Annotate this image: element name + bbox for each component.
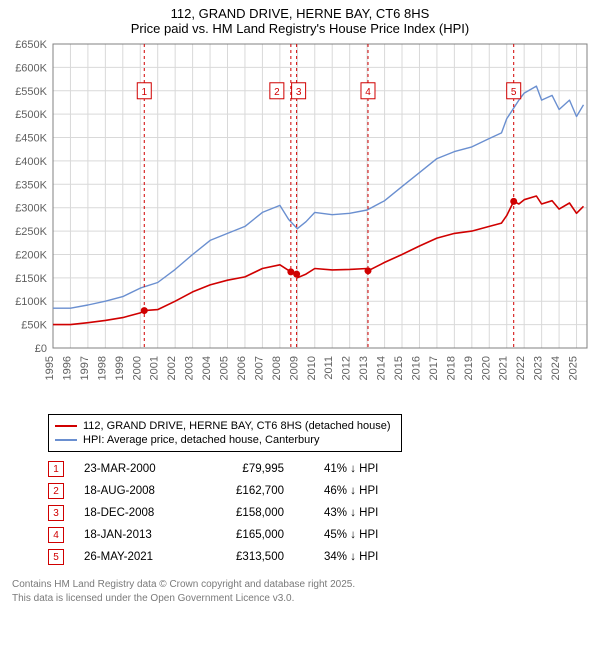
- svg-text:2007: 2007: [253, 356, 265, 380]
- table-row: 2 18-AUG-2008 £162,700 46% ↓ HPI: [48, 480, 590, 502]
- table-row: 3 18-DEC-2008 £158,000 43% ↓ HPI: [48, 502, 590, 524]
- legend-label-hpi: HPI: Average price, detached house, Cant…: [83, 434, 319, 446]
- svg-text:£0: £0: [35, 343, 47, 355]
- sale-price: £162,700: [204, 485, 284, 497]
- svg-text:£400K: £400K: [15, 156, 47, 168]
- legend-label-price: 112, GRAND DRIVE, HERNE BAY, CT6 8HS (de…: [83, 420, 391, 432]
- legend-row-hpi: HPI: Average price, detached house, Cant…: [55, 433, 395, 447]
- svg-text:2019: 2019: [463, 356, 475, 380]
- svg-text:2018: 2018: [445, 356, 457, 380]
- title-block: 112, GRAND DRIVE, HERNE BAY, CT6 8HS Pri…: [0, 0, 600, 38]
- chart-container: 112, GRAND DRIVE, HERNE BAY, CT6 8HS Pri…: [0, 0, 600, 613]
- svg-text:2: 2: [274, 87, 280, 98]
- svg-text:2023: 2023: [533, 356, 545, 380]
- sale-date: 18-AUG-2008: [84, 485, 184, 497]
- svg-text:2000: 2000: [131, 356, 143, 380]
- svg-text:2013: 2013: [358, 356, 370, 380]
- svg-text:2006: 2006: [236, 356, 248, 380]
- legend-row-price: 112, GRAND DRIVE, HERNE BAY, CT6 8HS (de…: [55, 419, 395, 433]
- svg-text:1999: 1999: [114, 356, 126, 380]
- svg-text:£300K: £300K: [15, 203, 47, 215]
- svg-text:4: 4: [365, 87, 371, 98]
- sale-marker-1: 1: [48, 461, 64, 477]
- sales-table: 1 23-MAR-2000 £79,995 41% ↓ HPI 2 18-AUG…: [48, 458, 590, 568]
- svg-text:£450K: £450K: [15, 133, 47, 145]
- svg-text:2024: 2024: [550, 356, 562, 380]
- table-row: 5 26-MAY-2021 £313,500 34% ↓ HPI: [48, 546, 590, 568]
- svg-text:2020: 2020: [480, 356, 492, 380]
- svg-text:2012: 2012: [341, 356, 353, 380]
- sale-marker-4: 4: [48, 527, 64, 543]
- svg-text:2011: 2011: [323, 356, 335, 380]
- svg-text:2025: 2025: [568, 356, 580, 380]
- legend-swatch-price: [55, 425, 77, 427]
- svg-text:£150K: £150K: [15, 273, 47, 285]
- sale-price: £313,500: [204, 551, 284, 563]
- footnote-line1: Contains HM Land Registry data © Crown c…: [12, 578, 590, 592]
- sale-price: £158,000: [204, 507, 284, 519]
- sale-date: 23-MAR-2000: [84, 463, 184, 475]
- sale-gap: 34% ↓ HPI: [304, 551, 414, 563]
- chart-svg: £0 £50K £100K £150K £200K £250K £300K £350K £400…: [5, 38, 595, 408]
- table-row: 4 18-JAN-2013 £165,000 45% ↓ HPI: [48, 524, 590, 546]
- svg-text:5: 5: [511, 87, 517, 98]
- svg-text:1996: 1996: [61, 356, 73, 380]
- svg-text:2003: 2003: [184, 356, 196, 380]
- svg-text:2004: 2004: [201, 356, 213, 380]
- svg-text:2022: 2022: [515, 356, 527, 380]
- svg-text:2016: 2016: [410, 356, 422, 380]
- svg-text:2021: 2021: [498, 356, 510, 380]
- svg-text:£100K: £100K: [15, 296, 47, 308]
- svg-text:1998: 1998: [96, 356, 108, 380]
- footnote-line2: This data is licensed under the Open Gov…: [12, 592, 590, 606]
- svg-text:£550K: £550K: [15, 86, 47, 98]
- svg-text:£350K: £350K: [15, 179, 47, 191]
- svg-text:£600K: £600K: [15, 62, 47, 74]
- title-line2: Price paid vs. HM Land Registry's House …: [4, 21, 596, 36]
- svg-text:2017: 2017: [428, 356, 440, 380]
- table-row: 1 23-MAR-2000 £79,995 41% ↓ HPI: [48, 458, 590, 480]
- svg-text:£200K: £200K: [15, 249, 47, 261]
- sale-price: £79,995: [204, 463, 284, 475]
- svg-text:£500K: £500K: [15, 109, 47, 121]
- sale-date: 26-MAY-2021: [84, 551, 184, 563]
- svg-text:2010: 2010: [306, 356, 318, 380]
- svg-text:3: 3: [296, 87, 302, 98]
- sale-gap: 45% ↓ HPI: [304, 529, 414, 541]
- svg-text:£50K: £50K: [21, 320, 47, 332]
- sale-date: 18-DEC-2008: [84, 507, 184, 519]
- svg-text:1: 1: [141, 87, 147, 98]
- chart-plot: £0 £50K £100K £150K £200K £250K £300K £350K £400…: [5, 38, 595, 408]
- sale-gap: 43% ↓ HPI: [304, 507, 414, 519]
- svg-text:2001: 2001: [149, 356, 161, 380]
- footnote: Contains HM Land Registry data © Crown c…: [0, 572, 600, 613]
- sale-date: 18-JAN-2013: [84, 529, 184, 541]
- sale-gap: 46% ↓ HPI: [304, 485, 414, 497]
- legend: 112, GRAND DRIVE, HERNE BAY, CT6 8HS (de…: [48, 414, 402, 452]
- sale-price: £165,000: [204, 529, 284, 541]
- svg-text:2002: 2002: [166, 356, 178, 380]
- title-line1: 112, GRAND DRIVE, HERNE BAY, CT6 8HS: [4, 6, 596, 21]
- svg-text:1997: 1997: [79, 356, 91, 380]
- sale-marker-5: 5: [48, 549, 64, 565]
- sale-marker-2: 2: [48, 483, 64, 499]
- svg-text:2015: 2015: [393, 356, 405, 380]
- svg-text:2009: 2009: [288, 356, 300, 380]
- sale-gap: 41% ↓ HPI: [304, 463, 414, 475]
- svg-text:2008: 2008: [271, 356, 283, 380]
- svg-text:2005: 2005: [219, 356, 231, 380]
- svg-text:1995: 1995: [44, 356, 56, 380]
- sale-marker-3: 3: [48, 505, 64, 521]
- svg-text:£250K: £250K: [15, 226, 47, 238]
- svg-text:2014: 2014: [376, 356, 388, 380]
- svg-text:£650K: £650K: [15, 39, 47, 51]
- legend-swatch-hpi: [55, 439, 77, 441]
